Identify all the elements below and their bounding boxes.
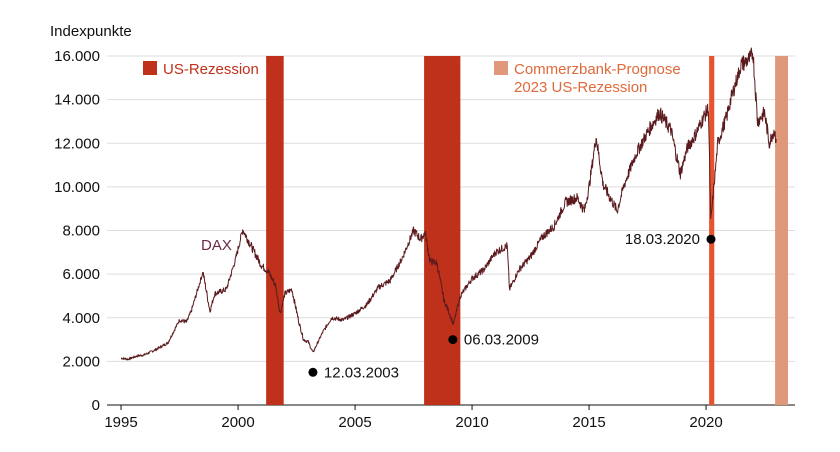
y-tick-label: 2.000 — [62, 353, 100, 370]
annotation-dot — [706, 234, 716, 244]
annotation-label: 12.03.2003 — [324, 364, 399, 381]
shaded-period — [424, 56, 461, 405]
y-tick-label: 6.000 — [62, 266, 100, 283]
series-label-dax: DAX — [201, 237, 232, 254]
legend-swatch-prognose — [494, 61, 508, 75]
annotation-dot — [308, 367, 318, 377]
shaded-period — [775, 56, 788, 405]
shaded-period — [266, 56, 284, 405]
series-layer — [120, 47, 777, 361]
y-tick-label: 14.000 — [54, 92, 100, 109]
y-axis-label: Indexpunkte — [50, 23, 132, 40]
axis-ticks: 0 2.000 4.000 6.000 8.000 10.000 12.000 14.000 1… — [54, 48, 723, 431]
x-tick-label: 2010 — [455, 414, 488, 431]
y-tick-label: 10.000 — [54, 179, 100, 196]
annotation-dot — [448, 335, 458, 345]
x-tick-label: 2015 — [572, 414, 605, 431]
annotation-label: 06.03.2009 — [464, 332, 539, 349]
x-tick-label: 2005 — [338, 414, 371, 431]
x-tick-label: 2020 — [689, 414, 722, 431]
legend-swatch-rezession — [143, 61, 157, 75]
legend-label-prognose: Commerzbank-Prognose — [514, 61, 681, 78]
x-tick-label: 2000 — [221, 414, 254, 431]
series-line-dax — [120, 47, 777, 361]
annotation-label: 18.03.2020 — [625, 231, 700, 248]
y-tick-label: 16.000 — [54, 48, 100, 65]
legend-label-prognose: 2023 US-Rezession — [514, 79, 647, 96]
x-tick-label: 1995 — [104, 414, 137, 431]
y-tick-label: 8.000 — [62, 223, 100, 240]
shaded-period — [709, 56, 715, 405]
legend-label-rezession: US-Rezession — [163, 61, 259, 78]
y-tick-label: 12.000 — [54, 135, 100, 152]
annotations: 12.03.2003 06.03.2009 18.03.2020 — [308, 231, 716, 381]
y-tick-label: 0 — [92, 397, 100, 414]
recession-bands — [266, 56, 788, 405]
y-tick-label: 4.000 — [62, 310, 100, 327]
